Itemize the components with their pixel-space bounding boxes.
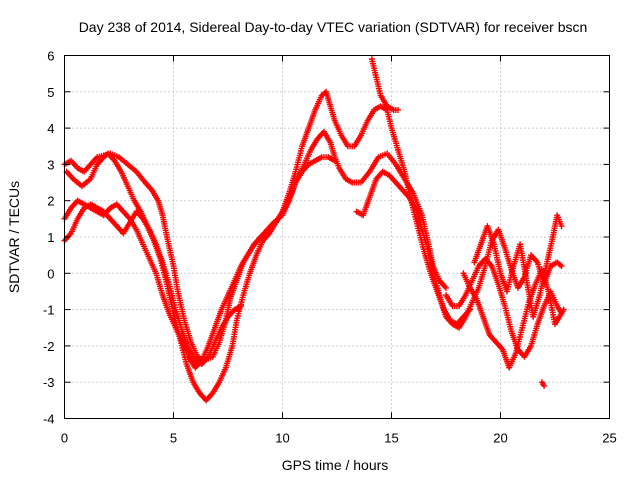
x-tick-label: 20 [493,431,507,446]
series-trace-b [63,88,473,404]
data-point [541,382,548,389]
chart-title: Day 238 of 2014, Sidereal Day-to-day VTE… [79,19,588,35]
x-tick-label: 0 [61,431,68,446]
y-tick-label: 4 [47,121,54,136]
series-trace-f [368,56,402,113]
data-point [558,223,565,230]
data-point [558,263,565,270]
series-trace-c [61,154,338,371]
series-trace-i [471,212,565,320]
y-axis-label: SDTVAR / TECUs [6,181,22,293]
data-point [560,306,567,313]
data-point [395,106,402,113]
y-tick-label: 1 [47,230,54,245]
x-axis-label: GPS time / hours [282,457,389,473]
series-trace-g [443,255,565,360]
x-tick-label: 15 [384,431,398,446]
y-tick-label: 6 [47,49,54,64]
x-tick-label: 25 [602,431,616,446]
x-axis-ticks: 0 5 10 15 20 25 [61,55,617,446]
data-point [238,302,245,309]
y-tick-label: 3 [47,157,54,172]
y-tick-label: -3 [43,375,55,390]
y-tick-label: 5 [47,85,54,100]
series-trace-e [353,168,565,331]
x-tick-label: 10 [275,431,289,446]
grid-lines [64,55,610,419]
x-tick-label: 5 [170,431,177,446]
data-point [443,284,449,291]
y-tick-label: -1 [43,303,55,318]
series-trace-j [538,379,548,389]
y-axis-ticks: -4 -3 -2 -1 0 1 2 3 4 5 6 [43,49,610,427]
y-tick-label: -2 [43,339,55,354]
y-tick-label: 2 [47,194,54,209]
y-tick-label: -4 [43,412,55,427]
data-point [331,157,338,164]
series-trace-h [460,266,567,371]
series-trace-d [61,201,245,368]
data-marks [61,56,567,404]
y-tick-label: 0 [47,266,54,281]
